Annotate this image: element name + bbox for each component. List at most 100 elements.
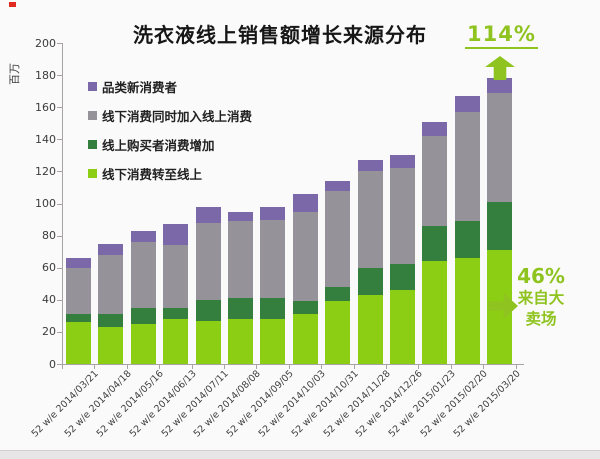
bar-segment-线下消费同时加入线上消费 xyxy=(325,190,351,287)
chart-title: 洗衣液线上销售额增长来源分布 xyxy=(133,23,427,47)
bar-segment-品类新消费者 xyxy=(195,206,221,223)
bar-segment-品类新消费者 xyxy=(228,211,253,222)
x-axis-tick-mark xyxy=(483,365,485,369)
hypermarket-source-label: 来自大卖场 xyxy=(517,289,565,328)
bottom-strip xyxy=(0,450,600,459)
bar-segment-线上购买者消费增加 xyxy=(454,221,480,259)
bar-segment-线下消费转至线上 xyxy=(98,327,124,364)
bar-segment-线上购买者消费增加 xyxy=(163,307,189,320)
bar-segment-线上购买者消费增加 xyxy=(260,298,286,320)
legend-item-offline-moved-online: 线下消费转至线上 xyxy=(88,167,252,182)
bar-segment-线下消费同时加入线上消费 xyxy=(228,221,253,299)
legend: 品类新消费者 线下消费同时加入线上消费 线上购买者消费增加 线下消费转至线上 xyxy=(88,80,252,196)
y-axis-tick-label: 60 xyxy=(42,261,56,275)
bar-segment-线下消费转至线上 xyxy=(292,314,318,364)
y-axis-line xyxy=(62,43,63,364)
bar-segment-线下消费转至线上 xyxy=(390,290,415,364)
legend-swatch-dark-green xyxy=(88,140,97,149)
y-axis-title: 百万 xyxy=(8,63,21,85)
bar-segment-线下消费转至线上 xyxy=(228,319,253,364)
x-axis-tick-mark xyxy=(515,365,517,369)
y-axis-tick-mark xyxy=(57,107,62,109)
x-axis-tick-mark xyxy=(288,365,290,369)
bar-segment-线下消费同时加入线上消费 xyxy=(195,222,221,300)
hypermarket-percent-label: 46% xyxy=(517,264,565,288)
growth-annotation-total: 114% xyxy=(465,22,538,80)
bar-segment-线下消费转至线上 xyxy=(195,320,221,364)
y-axis-tick-mark xyxy=(57,299,62,301)
bar-segment-线上购买者消费增加 xyxy=(487,201,513,251)
bar-segment-线下消费同时加入线上消费 xyxy=(292,211,318,302)
x-axis-tick-mark xyxy=(126,365,128,369)
bar-segment-线下消费同时加入线上消费 xyxy=(390,168,415,265)
x-axis-tick-mark xyxy=(450,365,452,369)
y-axis-tick-label: 200 xyxy=(35,36,56,50)
legend-swatch-gray xyxy=(88,111,97,120)
x-axis-tick-mark xyxy=(321,365,323,369)
y-axis-tick-label: 0 xyxy=(49,357,56,371)
x-axis-tick-mark xyxy=(386,365,387,369)
bar-segment-线上购买者消费增加 xyxy=(292,301,318,315)
y-axis-tick-mark xyxy=(57,139,62,141)
bar-segment-品类新消费者 xyxy=(487,78,513,93)
x-axis-tick-mark xyxy=(353,365,355,369)
bar-segment-线下消费转至线上 xyxy=(130,323,156,364)
legend-label: 线上购买者消费增加 xyxy=(102,138,215,153)
bar-segment-线下消费同时加入线上消费 xyxy=(487,92,513,202)
legend-item-new-category-consumers: 品类新消费者 xyxy=(88,80,252,95)
x-axis-tick-mark xyxy=(256,365,258,369)
up-arrow-icon xyxy=(485,56,515,80)
x-axis-tick-mark xyxy=(94,365,96,369)
legend-swatch-purple xyxy=(88,82,97,91)
corner-artifact xyxy=(9,2,16,7)
y-axis-tick-label: 160 xyxy=(35,100,56,114)
bar-segment-线下消费转至线上 xyxy=(163,319,189,364)
bar-segment-品类新消费者 xyxy=(422,121,448,137)
y-axis-tick-label: 180 xyxy=(35,68,56,82)
y-axis-tick-mark xyxy=(57,43,62,44)
bar-segment-品类新消费者 xyxy=(357,160,383,172)
x-axis-line xyxy=(62,364,524,365)
bar-segment-品类新消费者 xyxy=(390,155,415,169)
bar-segment-线下消费同时加入线上消费 xyxy=(130,242,156,308)
y-axis-tick-label: 40 xyxy=(42,293,56,307)
y-axis-tick-label: 140 xyxy=(35,132,56,146)
x-axis-tick-mark xyxy=(418,365,420,369)
bar-segment-线上购买者消费增加 xyxy=(66,314,91,323)
y-axis-tick-mark xyxy=(57,364,62,365)
bar-segment-品类新消费者 xyxy=(98,243,124,255)
y-axis-tick-label: 100 xyxy=(35,197,56,210)
legend-label: 品类新消费者 xyxy=(102,80,178,95)
bar-segment-线下消费转至线上 xyxy=(422,261,448,364)
bar-segment-线下消费同时加入线上消费 xyxy=(98,254,124,315)
bar-segment-线下消费转至线上 xyxy=(66,322,91,364)
bar-segment-线下消费同时加入线上消费 xyxy=(454,112,480,222)
bar-segment-线下消费转至线上 xyxy=(357,294,383,364)
bar-segment-线下消费转至线上 xyxy=(454,258,480,364)
bar-segment-线下消费同时加入线上消费 xyxy=(422,136,448,226)
bar-segment-线下消费转至线上 xyxy=(260,319,286,364)
bar-segment-线上购买者消费增加 xyxy=(228,298,253,320)
bar-segment-品类新消费者 xyxy=(292,193,318,212)
bar-segment-品类新消费者 xyxy=(130,230,156,243)
x-axis-tick-mark xyxy=(62,365,63,369)
legend-item-offline-joining-online: 线下消费同时加入线上消费 xyxy=(88,109,252,124)
bar-segment-品类新消费者 xyxy=(260,206,286,220)
bar-segment-线上购买者消费增加 xyxy=(130,307,156,324)
y-axis-tick-mark xyxy=(57,171,62,173)
bar-segment-线下消费同时加入线上消费 xyxy=(163,245,189,308)
bar-segment-线上购买者消费增加 xyxy=(390,264,415,291)
x-axis-label: 52 w/e 2015/03/20 xyxy=(451,368,523,440)
y-axis-tick-mark xyxy=(57,203,62,205)
bar-segment-线下消费同时加入线上消费 xyxy=(357,171,383,268)
bar-segment-品类新消费者 xyxy=(66,258,91,268)
growth-percent-label: 114% xyxy=(465,22,538,49)
bar-segment-线下消费同时加入线上消费 xyxy=(260,219,286,299)
bar-segment-线上购买者消费增加 xyxy=(98,314,124,328)
y-axis-tick-mark xyxy=(57,75,62,77)
x-axis-tick-mark xyxy=(224,365,225,369)
bar-segment-品类新消费者 xyxy=(454,95,480,112)
bar-segment-线上购买者消费增加 xyxy=(325,286,351,302)
bar-segment-线下消费转至线上 xyxy=(325,301,351,364)
